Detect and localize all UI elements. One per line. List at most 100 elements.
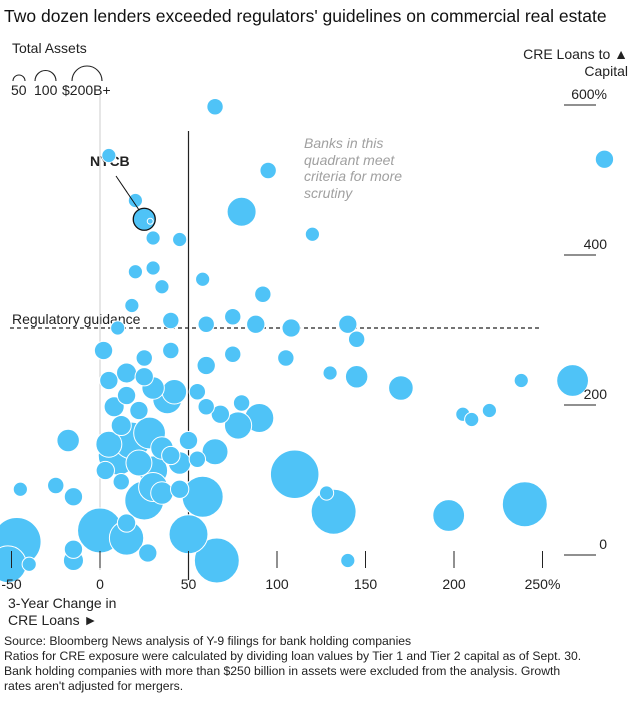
- size-legend-title: Total Assets: [12, 40, 87, 56]
- scatter-chart: -50 0 50 100 150 200 250%: [0, 65, 615, 592]
- bank-bubble: [125, 449, 153, 477]
- bank-bubble: [388, 375, 414, 401]
- bank-bubble: [594, 149, 615, 169]
- x-axis-title-line-1: 3-Year Change in: [8, 595, 117, 611]
- x-tick-label: 0: [96, 576, 104, 592]
- bank-bubble: [95, 430, 123, 458]
- x-axis-title: 3-Year Change in CRE Loans ►: [8, 595, 116, 629]
- bank-bubble: [169, 479, 190, 499]
- nycb-inner-bubble: [146, 217, 154, 225]
- x-tick-layer: -50 0 50 100 150 200 250%: [1, 551, 560, 592]
- bank-bubble: [322, 365, 338, 381]
- bank-bubble: [501, 481, 548, 528]
- quadrant-note-line-3: criteria for more: [304, 168, 403, 184]
- y-axis-title-line-1: CRE Loans to ▲: [523, 46, 628, 62]
- bank-bubble: [134, 367, 154, 387]
- bank-bubble: [162, 341, 180, 360]
- bank-bubble: [112, 473, 130, 491]
- bank-bubble: [347, 330, 366, 348]
- bank-bubble: [254, 285, 272, 303]
- bank-bubble: [63, 487, 84, 507]
- bank-bubble: [310, 488, 357, 535]
- bank-bubble: [196, 355, 216, 376]
- bank-bubble: [281, 318, 301, 338]
- bank-bubble: [181, 475, 224, 518]
- bank-bubble: [21, 556, 37, 572]
- bank-bubble: [197, 315, 215, 333]
- y-axis-title: CRE Loans to ▲ Capital: [488, 46, 628, 80]
- bank-bubble: [127, 264, 144, 280]
- bank-bubble: [135, 349, 153, 367]
- x-tick-label: -50: [1, 576, 21, 592]
- regulatory-guidance-label: Regulatory guidance: [12, 311, 141, 327]
- size-legend-arc-medium: [34, 70, 57, 82]
- bank-bubble: [56, 428, 80, 453]
- bank-bubble: [162, 311, 180, 330]
- bank-bubble: [110, 414, 132, 437]
- bank-bubble: [116, 362, 138, 384]
- y-tick-label: 400: [583, 236, 607, 252]
- bank-bubble: [210, 404, 231, 424]
- size-legend-label-small: 50: [11, 82, 27, 98]
- y-tick-label: 600%: [571, 86, 607, 102]
- size-legend: [12, 65, 103, 82]
- bank-bubble: [188, 383, 207, 401]
- x-tick-label: 250%: [525, 576, 561, 592]
- bank-bubble: [47, 476, 65, 495]
- bank-bubble: [344, 365, 369, 389]
- x-tick-label: 100: [265, 576, 289, 592]
- y-tick-label: 200: [583, 386, 607, 402]
- bank-bubble: [99, 370, 119, 391]
- bank-bubble: [277, 349, 295, 367]
- bank-bubble: [226, 196, 257, 227]
- bank-bubble: [432, 499, 466, 532]
- bank-bubble: [168, 514, 209, 555]
- bank-bubble: [232, 394, 251, 412]
- bank-bubble: [224, 308, 242, 326]
- x-axis-title-line-2: CRE Loans ►: [8, 612, 98, 628]
- quadrant-note-line-1: Banks in this: [304, 135, 384, 151]
- quadrant-note: Banks in this quadrant meet criteria for…: [304, 135, 434, 201]
- size-legend-label-large: $200B+: [62, 82, 111, 98]
- footer-note-1: Ratios for CRE exposure were calculated …: [4, 649, 582, 663]
- bank-bubble: [269, 449, 320, 500]
- bank-bubble: [138, 543, 158, 563]
- bank-bubble: [304, 226, 321, 242]
- bank-bubble: [481, 402, 498, 419]
- x-tick-label: 200: [442, 576, 466, 592]
- bank-bubble: [145, 230, 161, 246]
- nycb-leader-line: [115, 175, 140, 211]
- bank-bubble: [116, 513, 137, 533]
- y-axis-title-line-2: Capital: [584, 63, 628, 79]
- nycb-bubble: [132, 207, 156, 231]
- bank-bubble: [340, 552, 356, 569]
- bank-bubble: [101, 147, 117, 164]
- bank-bubble: [224, 345, 242, 363]
- bank-bubble: [93, 340, 114, 361]
- bank-bubble: [338, 314, 358, 334]
- bank-bubble: [259, 161, 277, 180]
- bank-bubble: [145, 260, 161, 276]
- bank-bubble: [154, 279, 170, 295]
- bank-bubble: [12, 481, 28, 497]
- quadrant-note-line-2: quadrant meet: [304, 151, 395, 168]
- bank-bubble: [318, 485, 335, 501]
- bank-bubble: [223, 411, 253, 440]
- bank-bubble: [464, 411, 480, 428]
- bank-bubble: [124, 297, 140, 314]
- footer: Source: Bloomberg News analysis of Y-9 f…: [4, 634, 640, 694]
- x-tick-label: 50: [181, 576, 197, 592]
- size-legend-arc-large: [71, 65, 103, 82]
- bank-bubble: [178, 430, 199, 451]
- bank-bubble: [127, 192, 144, 209]
- bank-bubble: [116, 385, 137, 406]
- chart-title: Two dozen lenders exceeded regulators' g…: [4, 6, 607, 26]
- bank-bubble: [161, 378, 188, 405]
- bank-bubble: [206, 98, 224, 116]
- x-tick-label: 150: [354, 576, 378, 592]
- size-legend-label-medium: 100: [34, 82, 58, 98]
- y-tick-label: 0: [599, 536, 607, 552]
- quadrant-note-line-4: scrutiny: [304, 184, 353, 201]
- bank-bubble: [201, 438, 229, 466]
- bank-bubble: [150, 481, 174, 505]
